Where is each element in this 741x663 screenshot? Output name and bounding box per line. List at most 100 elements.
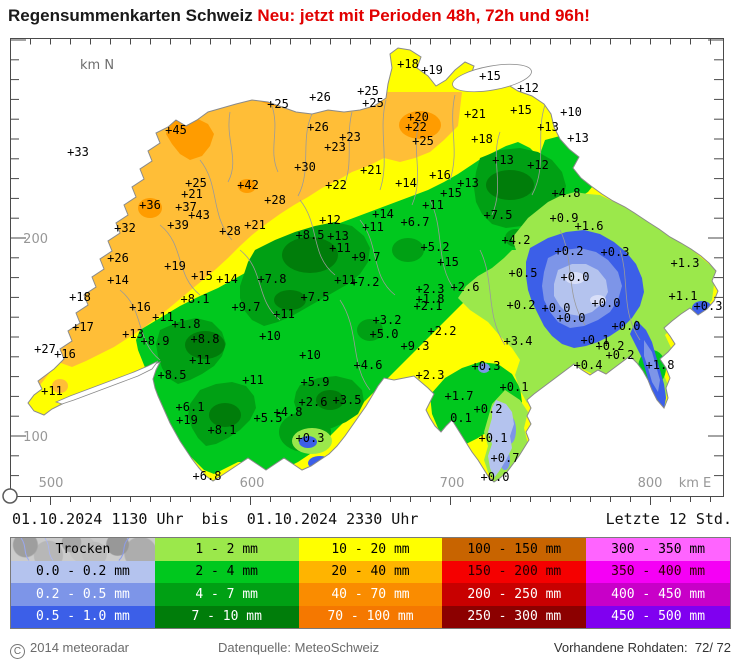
origin-circle [2, 488, 18, 504]
page-title: Regensummenkarten Schweiz Neu: jetzt mit… [8, 6, 590, 26]
map-value-label: +5.0 [370, 327, 399, 341]
precip-region-mid-blue [644, 340, 660, 392]
map-value-label: +22 [405, 120, 427, 134]
map-value-label: +37 [175, 200, 197, 214]
map-value-label: +0.1 [479, 431, 508, 445]
legend-label: 250 - 300 mm [467, 609, 562, 625]
map-value-label: +4.8 [274, 405, 303, 419]
map-value-label: 0.1 [450, 411, 472, 425]
map-value-label: +28 [219, 224, 241, 238]
map-value-label: +39 [167, 218, 189, 232]
map-value-label: +0.9 [550, 211, 579, 225]
axis-x-500: 500 [39, 476, 64, 491]
lake-geneva [54, 360, 159, 405]
precip-region-darkest-green [316, 390, 344, 410]
map-value-label: +21 [464, 107, 486, 121]
axis-x-600: 600 [240, 476, 265, 491]
map-value-label: +6.1 [176, 400, 205, 414]
date-range-bar: 01.10.2024 1130 Uhr bis 01.10.2024 2330 … [0, 510, 741, 530]
map-value-label: +14 [372, 207, 394, 221]
map-value-label: +15 [510, 103, 532, 117]
map-value-label: +43 [188, 208, 210, 222]
legend-label: 350 - 400 mm [611, 564, 706, 580]
legend-cell: 4 - 7 mm [154, 583, 299, 606]
precip-region-dark-green [392, 238, 424, 262]
map-value-label: +9.7 [352, 250, 381, 264]
axis-x-800: 800 [638, 476, 663, 491]
lake-constance [452, 63, 532, 93]
map-value-label: +1.1 [669, 289, 698, 303]
legend-cell: 2 - 4 mm [154, 560, 299, 583]
precip-region-lavender [488, 400, 514, 478]
map-value-label: +45 [165, 123, 187, 137]
precip-region-darkest-green [282, 237, 338, 273]
map-value-label: +2.1 [414, 299, 443, 313]
map-value-label: +3.4 [504, 334, 533, 348]
date-range-text: 01.10.2024 1130 Uhr bis 01.10.2024 2330 … [12, 510, 419, 528]
precip-region-dark-orange [238, 179, 256, 193]
legend-cell: 150 - 200 mm [442, 560, 587, 583]
precip-region-dark-orange [399, 111, 441, 139]
precip-region-darkest-green [486, 170, 534, 200]
map-value-label: +11 [362, 220, 384, 234]
precip-region-blue [299, 436, 317, 448]
map-value-label: +0.3 [601, 245, 630, 259]
legend-cell: 450 - 500 mm [586, 605, 730, 628]
map-value-label: +0.3 [472, 359, 501, 373]
legend-cell: 0.0 - 0.2 mm [11, 560, 155, 583]
precip-region-orange [28, 92, 462, 430]
map-value-label: +11 [273, 307, 295, 321]
map-value-label: +13 [492, 153, 514, 167]
map-value-label: +28 [264, 193, 286, 207]
legend-label: 200 - 250 mm [467, 586, 562, 602]
precip-region-blue [308, 456, 332, 470]
map-value-label: +25 [412, 134, 434, 148]
map-value-label: +11 [41, 384, 63, 398]
map-value-label: +23 [339, 130, 361, 144]
legend-label: 40 - 70 mm [331, 586, 410, 602]
map-value-label: +26 [107, 251, 129, 265]
map-value-label: +4.8 [552, 186, 581, 200]
map-value-label: +0.2 [555, 244, 584, 258]
map-value-label: +16 [129, 300, 151, 314]
map-value-label: +3.5 [333, 393, 362, 407]
map-value-label: +13 [537, 120, 559, 134]
map-value-label: +0.0 [481, 470, 510, 484]
map-value-label: +15 [437, 255, 459, 269]
map-value-label: +0.2 [606, 348, 635, 362]
footer-rawdata: Vorhandene Rohdaten: 72/ 72 [553, 640, 731, 655]
title-highlight: Neu: jetzt mit Perioden 48h, 72h und 96h… [257, 6, 590, 25]
map-value-label: +11 [334, 273, 356, 287]
footer-copyright-text: 2014 meteoradar [30, 640, 130, 655]
legend-cell: Trocken [11, 538, 155, 561]
map-value-label: +7.2 [351, 275, 380, 289]
map-value-label: +13 [327, 229, 349, 243]
map-value-label: +8.5 [158, 368, 187, 382]
map-value-label: +21 [244, 218, 266, 232]
map-value-label: +27 [34, 342, 56, 356]
axis-x-700: 700 [440, 476, 465, 491]
precip-regions [28, 92, 716, 482]
map-value-label: +0.2 [507, 298, 536, 312]
footer: C 2014 meteoradar Datenquelle: MeteoSchwe… [0, 638, 741, 660]
legend-label: 70 - 100 mm [327, 609, 414, 625]
map-value-label: +14 [216, 272, 238, 286]
map-value-label: +32 [114, 221, 136, 235]
map-value-label: +23 [324, 140, 346, 154]
map-value-label: +20 [407, 110, 429, 124]
map-value-label: +13 [567, 131, 589, 145]
legend-label: 10 - 20 mm [331, 541, 410, 557]
map-value-label: +25 [357, 84, 379, 98]
marble-texture [20, 538, 130, 561]
legend-label: 100 - 150 mm [467, 541, 562, 557]
map-value-label: +19 [176, 413, 198, 427]
map-value-label: +12 [527, 158, 549, 172]
footer-source: Datenquelle: MeteoSchweiz [218, 640, 380, 655]
legend-label: 450 - 500 mm [611, 609, 706, 625]
precip-region-orange [164, 439, 180, 465]
precip-region-dark-green [357, 319, 383, 341]
map-value-label: +1.6 [575, 219, 604, 233]
map-value-label: +8.9 [141, 334, 170, 348]
map-value-label: +18 [397, 57, 419, 71]
